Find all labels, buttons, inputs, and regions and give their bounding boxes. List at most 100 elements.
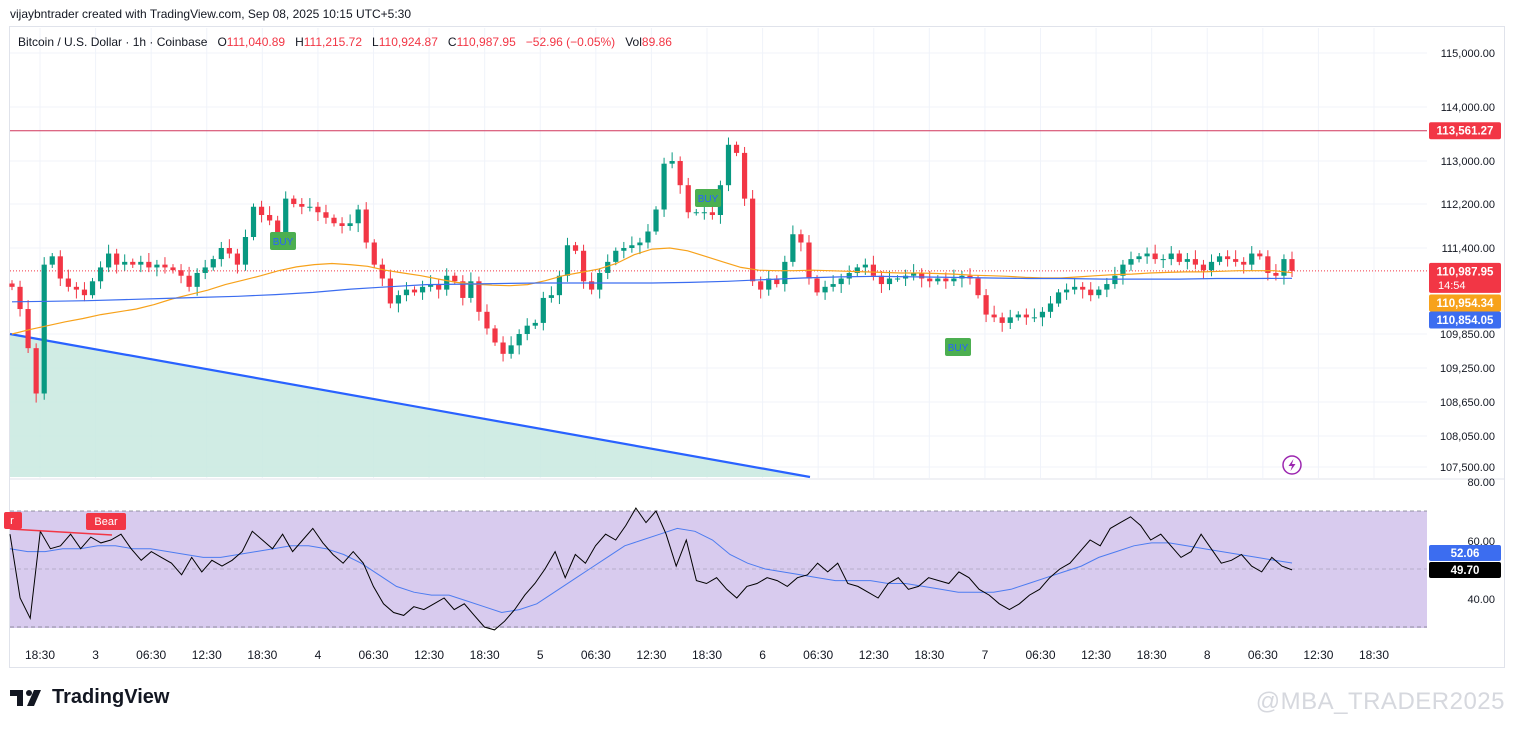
brand-name: TradingView (52, 686, 170, 708)
candle (1104, 277, 1110, 298)
candle-body (411, 289, 418, 293)
candle (621, 241, 627, 259)
candle (395, 290, 402, 313)
candle (822, 280, 828, 300)
candle-body (589, 281, 595, 290)
rsi-value: 49.70 (1451, 565, 1480, 577)
candle-body (468, 281, 474, 298)
candle (1265, 250, 1271, 281)
candle (97, 261, 104, 289)
candle-body (186, 275, 192, 287)
candle (1200, 259, 1207, 280)
high-value: 111,215.72 (303, 35, 363, 49)
tradingview-logo[interactable]: TradingView (10, 686, 169, 709)
candle-body (202, 267, 208, 273)
candle (991, 305, 997, 323)
candle-body (1281, 259, 1287, 276)
candle (1120, 259, 1126, 285)
candle (1273, 264, 1279, 281)
price-tick-label: 114,000.00 (1441, 102, 1495, 114)
candle (315, 202, 321, 222)
candle (81, 282, 88, 302)
candle (637, 237, 643, 255)
candle-body (81, 289, 88, 296)
rsi-line (9, 507, 1293, 631)
candle (902, 269, 909, 287)
candle-body (862, 264, 868, 268)
candle (1112, 266, 1118, 289)
candle (242, 229, 249, 271)
price-badge-countdown: 14:54 (1438, 280, 1466, 292)
candle (363, 202, 369, 249)
candle (580, 244, 587, 289)
candle-body (629, 245, 635, 248)
candle-body (25, 309, 31, 349)
low-label: L (372, 35, 379, 49)
candle-body (138, 261, 144, 265)
candle-body (267, 215, 273, 221)
candle-body (1168, 253, 1174, 260)
candle-body (790, 234, 796, 262)
change-value: −52.96 (−0.05%) (525, 35, 616, 49)
candle (1281, 254, 1287, 285)
symbol-label[interactable]: Bitcoin / U.S. Dollar · 1h · Coinbase (18, 35, 208, 49)
candle (178, 264, 184, 284)
candle (347, 214, 353, 231)
time-tick-label: 06:30 (1248, 648, 1278, 662)
candle-body (460, 281, 466, 298)
candle-body (975, 278, 981, 296)
price-tick-label: 111,400.00 (1442, 243, 1495, 255)
candle-body (57, 256, 63, 279)
candle (57, 250, 63, 287)
candle-body (1104, 284, 1110, 290)
rsi-value-badge (1429, 562, 1501, 578)
candle (701, 206, 707, 220)
candle (1015, 311, 1021, 321)
candle-body (1080, 286, 1086, 290)
candle (218, 241, 224, 267)
candle-body (323, 212, 329, 218)
candle-body (661, 163, 667, 210)
candle (1055, 289, 1062, 307)
time-tick-label: 3 (92, 648, 99, 662)
candle-body (750, 198, 756, 282)
candle-body (339, 223, 345, 226)
time-tick-label: 06:30 (358, 648, 388, 662)
candle-body (484, 311, 490, 329)
candle (677, 156, 683, 194)
candle-body (508, 345, 514, 354)
candle-body (363, 209, 369, 243)
candle-body (1023, 314, 1029, 318)
ohlc-legend[interactable]: Bitcoin / U.S. Dollar · 1h · Coinbase O1… (18, 35, 672, 49)
price-badge-label: 113,561.27 (1437, 126, 1494, 138)
candle-body (492, 328, 498, 343)
candle (234, 248, 241, 274)
price-badge-label: 110,954.34 (1437, 298, 1495, 310)
candle-body (331, 217, 337, 224)
candle (476, 276, 482, 321)
candle-body (782, 261, 788, 285)
candle (299, 198, 305, 215)
candle (1136, 252, 1142, 263)
candle (725, 137, 732, 192)
candle-body (114, 253, 120, 265)
rsi-tick-label: 40.00 (1467, 594, 1495, 606)
candle-body (1096, 289, 1102, 296)
time-tick-label: 5 (537, 648, 544, 662)
price-axis: 115,000.00 114,000.00 113,000.00 112,200.00… (1440, 48, 1495, 474)
time-tick-label: 12:30 (1081, 648, 1111, 662)
buy-signal: BUY (945, 338, 971, 356)
candle (572, 241, 579, 255)
candle-body (299, 204, 305, 207)
candle-body (97, 267, 104, 282)
candle (194, 268, 200, 296)
candle (250, 203, 257, 241)
bear-label: Bear (94, 516, 118, 528)
candle (774, 275, 780, 288)
buy-signals: BUY BUY BUY (270, 189, 971, 356)
candle-body (452, 275, 458, 282)
trend-line (9, 332, 811, 479)
chart-frame (9, 26, 1505, 668)
